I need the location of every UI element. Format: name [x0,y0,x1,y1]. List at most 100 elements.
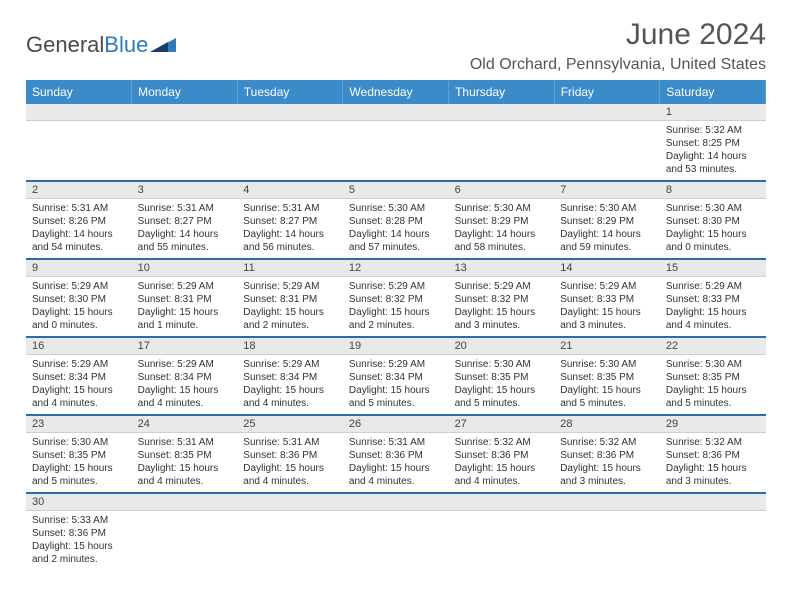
day-details: Sunrise: 5:31 AMSunset: 8:36 PMDaylight:… [237,433,343,492]
day-details: Sunrise: 5:29 AMSunset: 8:34 PMDaylight:… [26,355,132,414]
day-number: 29 [660,416,766,433]
calendar-day-empty [237,493,343,570]
daylight-line: Daylight: 15 hours and 4 minutes. [243,384,337,410]
daylight-line: Daylight: 15 hours and 2 minutes. [32,540,126,566]
calendar-day: 21Sunrise: 5:30 AMSunset: 8:35 PMDayligh… [554,337,660,415]
day-number [26,104,132,121]
daylight-line: Daylight: 15 hours and 5 minutes. [666,384,760,410]
calendar-page: GeneralBlue June 2024 Old Orchard, Penns… [0,0,792,570]
day-details: Sunrise: 5:30 AMSunset: 8:29 PMDaylight:… [449,199,555,258]
calendar-week: 2Sunrise: 5:31 AMSunset: 8:26 PMDaylight… [26,181,766,259]
calendar-day: 18Sunrise: 5:29 AMSunset: 8:34 PMDayligh… [237,337,343,415]
sunrise-line: Sunrise: 5:30 AM [560,358,654,371]
day-number: 20 [449,338,555,355]
daylight-line: Daylight: 15 hours and 5 minutes. [32,462,126,488]
day-number: 7 [554,182,660,199]
calendar-day: 3Sunrise: 5:31 AMSunset: 8:27 PMDaylight… [132,181,238,259]
calendar-day: 26Sunrise: 5:31 AMSunset: 8:36 PMDayligh… [343,415,449,493]
day-details: Sunrise: 5:29 AMSunset: 8:34 PMDaylight:… [132,355,238,414]
daylight-line: Daylight: 15 hours and 4 minutes. [666,306,760,332]
sunrise-line: Sunrise: 5:30 AM [455,202,549,215]
calendar-day: 15Sunrise: 5:29 AMSunset: 8:33 PMDayligh… [660,259,766,337]
sunrise-line: Sunrise: 5:29 AM [349,358,443,371]
calendar-day: 11Sunrise: 5:29 AMSunset: 8:31 PMDayligh… [237,259,343,337]
sunset-line: Sunset: 8:33 PM [560,293,654,306]
daylight-line: Daylight: 15 hours and 4 minutes. [138,462,232,488]
sunset-line: Sunset: 8:35 PM [32,449,126,462]
sunrise-line: Sunrise: 5:30 AM [666,202,760,215]
sunset-line: Sunset: 8:35 PM [138,449,232,462]
day-details: Sunrise: 5:29 AMSunset: 8:30 PMDaylight:… [26,277,132,336]
page-subtitle: Old Orchard, Pennsylvania, United States [470,56,766,74]
day-details: Sunrise: 5:29 AMSunset: 8:34 PMDaylight:… [237,355,343,414]
sunset-line: Sunset: 8:36 PM [243,449,337,462]
day-number: 8 [660,182,766,199]
calendar-head: SundayMondayTuesdayWednesdayThursdayFrid… [26,80,766,104]
calendar-day: 30Sunrise: 5:33 AMSunset: 8:36 PMDayligh… [26,493,132,570]
day-header: Saturday [660,80,766,104]
day-details: Sunrise: 5:31 AMSunset: 8:27 PMDaylight:… [237,199,343,258]
day-details: Sunrise: 5:31 AMSunset: 8:26 PMDaylight:… [26,199,132,258]
calendar-day-empty [449,493,555,570]
day-details: Sunrise: 5:31 AMSunset: 8:36 PMDaylight:… [343,433,449,492]
daylight-line: Daylight: 15 hours and 4 minutes. [32,384,126,410]
sunrise-line: Sunrise: 5:29 AM [349,280,443,293]
calendar-day: 12Sunrise: 5:29 AMSunset: 8:32 PMDayligh… [343,259,449,337]
day-details: Sunrise: 5:29 AMSunset: 8:33 PMDaylight:… [660,277,766,336]
sunset-line: Sunset: 8:29 PM [560,215,654,228]
sunset-line: Sunset: 8:35 PM [455,371,549,384]
daylight-line: Daylight: 15 hours and 2 minutes. [349,306,443,332]
day-details: Sunrise: 5:30 AMSunset: 8:30 PMDaylight:… [660,199,766,258]
sunset-line: Sunset: 8:27 PM [138,215,232,228]
daylight-line: Daylight: 15 hours and 4 minutes. [243,462,337,488]
day-details [237,511,343,561]
brand-mark-icon [150,32,176,58]
calendar-day-empty [132,104,238,181]
day-number: 6 [449,182,555,199]
sunrise-line: Sunrise: 5:30 AM [32,436,126,449]
sunrise-line: Sunrise: 5:30 AM [349,202,443,215]
day-header: Friday [554,80,660,104]
sunset-line: Sunset: 8:35 PM [666,371,760,384]
daylight-line: Daylight: 15 hours and 4 minutes. [349,462,443,488]
day-details: Sunrise: 5:29 AMSunset: 8:34 PMDaylight:… [343,355,449,414]
daylight-line: Daylight: 15 hours and 3 minutes. [560,462,654,488]
daylight-line: Daylight: 14 hours and 59 minutes. [560,228,654,254]
daylight-line: Daylight: 15 hours and 2 minutes. [243,306,337,332]
sunset-line: Sunset: 8:34 PM [243,371,337,384]
day-details [26,121,132,171]
day-number: 18 [237,338,343,355]
day-number [554,104,660,121]
daylight-line: Daylight: 15 hours and 3 minutes. [560,306,654,332]
calendar-table: SundayMondayTuesdayWednesdayThursdayFrid… [26,80,766,570]
calendar-day-empty [343,493,449,570]
calendar-day: 7Sunrise: 5:30 AMSunset: 8:29 PMDaylight… [554,181,660,259]
calendar-week: 16Sunrise: 5:29 AMSunset: 8:34 PMDayligh… [26,337,766,415]
day-details: Sunrise: 5:30 AMSunset: 8:28 PMDaylight:… [343,199,449,258]
day-details [132,121,238,171]
calendar-day: 16Sunrise: 5:29 AMSunset: 8:34 PMDayligh… [26,337,132,415]
calendar-day: 28Sunrise: 5:32 AMSunset: 8:36 PMDayligh… [554,415,660,493]
daylight-line: Daylight: 14 hours and 56 minutes. [243,228,337,254]
day-details [237,121,343,171]
sunrise-line: Sunrise: 5:29 AM [138,358,232,371]
day-number: 23 [26,416,132,433]
day-number: 1 [660,104,766,121]
sunrise-line: Sunrise: 5:29 AM [138,280,232,293]
daylight-line: Daylight: 15 hours and 4 minutes. [138,384,232,410]
day-number: 11 [237,260,343,277]
daylight-line: Daylight: 15 hours and 0 minutes. [32,306,126,332]
sunrise-line: Sunrise: 5:32 AM [455,436,549,449]
calendar-day: 17Sunrise: 5:29 AMSunset: 8:34 PMDayligh… [132,337,238,415]
daylight-line: Daylight: 15 hours and 5 minutes. [349,384,443,410]
sunset-line: Sunset: 8:36 PM [666,449,760,462]
day-number: 24 [132,416,238,433]
page-header: GeneralBlue June 2024 Old Orchard, Penns… [26,18,766,74]
calendar-week: 1Sunrise: 5:32 AMSunset: 8:25 PMDaylight… [26,104,766,181]
sunset-line: Sunset: 8:32 PM [455,293,549,306]
calendar-day: 2Sunrise: 5:31 AMSunset: 8:26 PMDaylight… [26,181,132,259]
day-number: 5 [343,182,449,199]
sunset-line: Sunset: 8:34 PM [349,371,443,384]
calendar-week: 23Sunrise: 5:30 AMSunset: 8:35 PMDayligh… [26,415,766,493]
calendar-day: 19Sunrise: 5:29 AMSunset: 8:34 PMDayligh… [343,337,449,415]
